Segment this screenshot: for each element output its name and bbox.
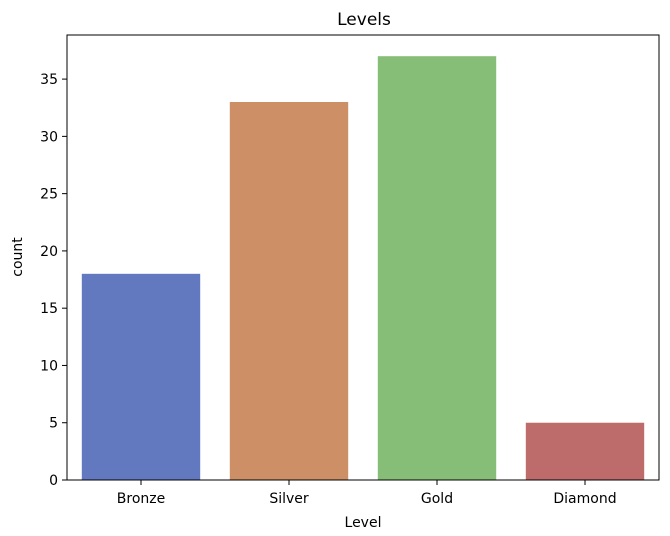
- y-axis-ticks: 0 5 10 15 20 25 30 35: [40, 72, 67, 489]
- y-tick-label: 35: [40, 72, 58, 88]
- x-tick-label: Silver: [269, 491, 309, 507]
- x-axis-ticks: Bronze Silver Gold Diamond: [117, 480, 617, 507]
- plot-frame: [66, 34, 660, 481]
- y-tick-label: 15: [40, 301, 58, 317]
- bar-diamond: [525, 422, 645, 480]
- y-tick-label: 25: [40, 187, 58, 203]
- x-tick-label: Gold: [421, 491, 453, 507]
- y-tick-label: 30: [40, 129, 58, 145]
- y-tick-label: 5: [49, 416, 58, 432]
- y-tick-label: 10: [40, 358, 58, 374]
- y-tick-label: 0: [49, 473, 58, 489]
- bars-group: [81, 56, 645, 480]
- bar-bronze: [81, 273, 201, 480]
- y-tick-label: 20: [40, 244, 58, 260]
- bar-silver: [229, 102, 349, 480]
- y-axis-label: count: [10, 237, 26, 277]
- x-tick-label: Diamond: [553, 491, 616, 507]
- x-axis-label: Level: [345, 515, 382, 531]
- bar-gold: [377, 56, 497, 480]
- x-tick-label: Bronze: [117, 491, 165, 507]
- chart-title: Levels: [337, 10, 391, 30]
